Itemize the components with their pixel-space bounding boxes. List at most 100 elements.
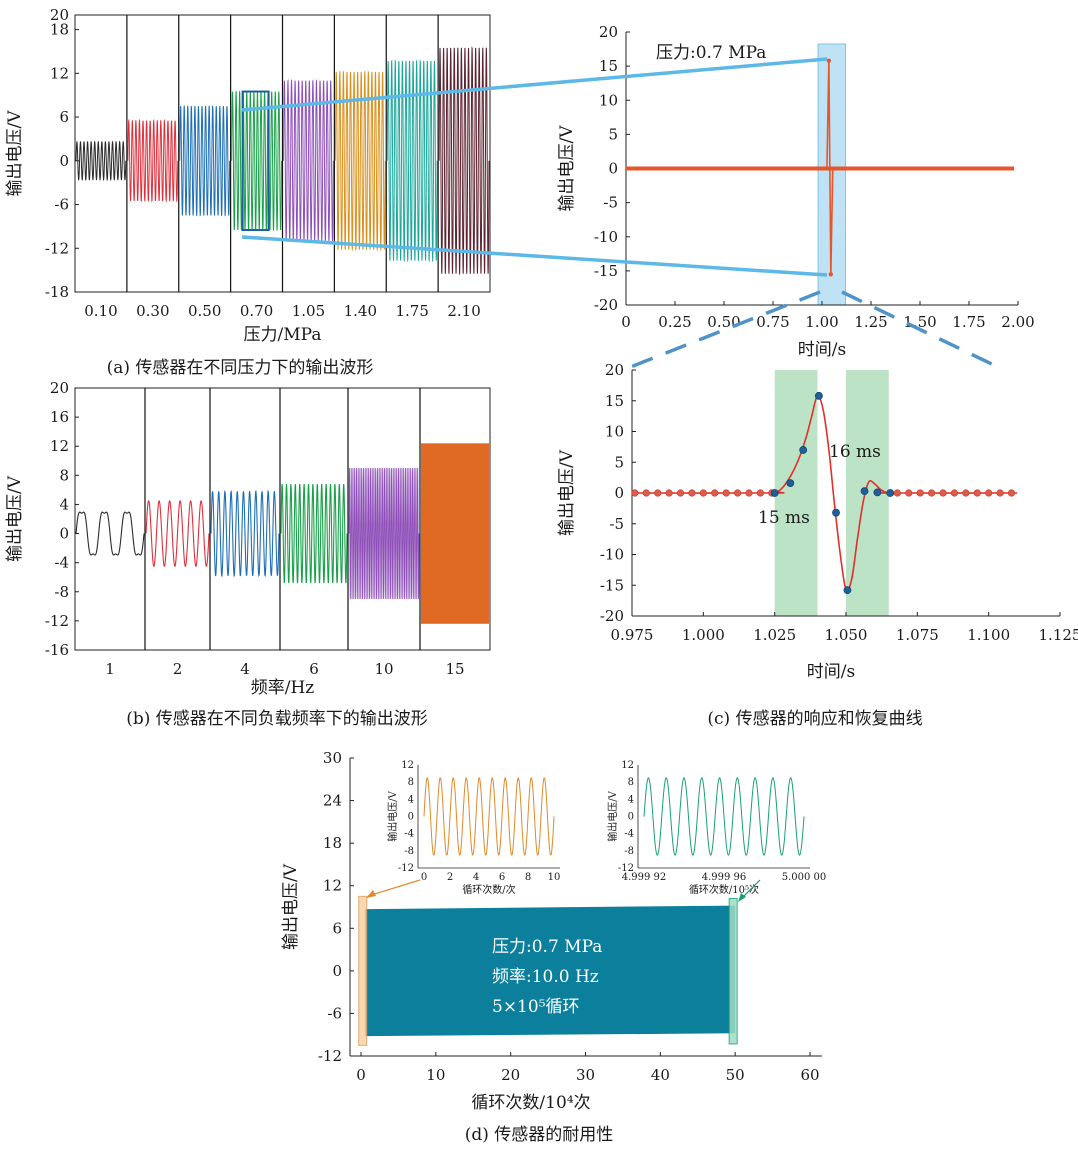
x-tick-label: 1.000 (682, 626, 725, 644)
x-tick-label: 1 (105, 660, 115, 678)
inset-x-tick-label: 5.000 00 (782, 872, 827, 883)
y-axis-label: 输出电压/V (557, 125, 577, 212)
x-tick-label: 1.050 (825, 626, 868, 644)
y-tick-label: 18 (50, 21, 69, 39)
baseline-point (665, 489, 673, 497)
x-tick-label: 2 (173, 660, 183, 678)
inset-x-tick-label: 6 (499, 872, 505, 883)
x-tick-label: 0 (356, 1066, 366, 1084)
y-axis-label: 输出电压/V (5, 110, 25, 197)
x-axis-label: 频率/Hz (251, 678, 315, 698)
test-condition-label: 5×10⁵循环 (492, 997, 580, 1017)
caption-b: (b) 传感器在不同负载频率下的输出波形 (126, 709, 428, 729)
x-tick-label: 0.50 (707, 313, 740, 331)
baseline-point (916, 489, 924, 497)
y-tick-label: -18 (45, 283, 69, 301)
inset-y-tick-label: -12 (618, 863, 634, 874)
baseline-point (631, 489, 639, 497)
baseline-point (962, 489, 970, 497)
baseline-point (733, 489, 742, 497)
y-axis-label: 输出电压/V (557, 449, 577, 536)
y-tick-label: -15 (594, 262, 618, 280)
x-tick-label: 1.40 (344, 302, 377, 320)
x-tick-label: 1.25 (854, 313, 887, 331)
inset-x-axis-label: 循环次数/10⁵次 (689, 883, 759, 896)
waveform-4 (210, 489, 280, 578)
y-tick-label: 16 (50, 408, 69, 426)
y-tick-label: 10 (599, 91, 618, 109)
baseline-point (973, 489, 981, 497)
waveform-0.10 (75, 140, 127, 182)
peak-point (826, 58, 832, 63)
x-tick-label: 20 (501, 1066, 520, 1084)
x-tick-label: 0 (621, 313, 631, 331)
test-condition-label: 频率:10.0 Hz (492, 967, 599, 987)
baseline-point (950, 489, 959, 497)
baseline-point (905, 489, 913, 497)
zoom-connectors (241, 57, 1001, 370)
waveform-0.70 (231, 90, 282, 232)
x-tick-label: 15 (445, 660, 464, 678)
waveform-15 (421, 443, 489, 624)
y-tick-label: 20 (599, 23, 618, 41)
baseline-point (996, 489, 1004, 497)
y-tick-label: -15 (600, 576, 624, 594)
waveform-10 (348, 468, 420, 600)
y-tick-label: -12 (318, 1047, 342, 1065)
key-point (886, 489, 895, 497)
y-tick-label: -16 (45, 641, 69, 659)
plot-frame (74, 387, 491, 651)
x-tick-label: 1.075 (896, 626, 939, 644)
baseline-point (1007, 489, 1016, 497)
y-tick-label: 0 (59, 525, 69, 543)
inset-y-axis-label: 输出电压/V (386, 790, 399, 841)
x-tick-label: 1.025 (753, 626, 796, 644)
x-tick-label: 2.10 (447, 302, 480, 320)
inset-waveform (643, 777, 805, 856)
y-tick-label: 0 (332, 962, 342, 980)
key-point (770, 489, 779, 497)
baseline-point (688, 489, 696, 497)
y-tick-label: 6 (59, 108, 69, 126)
response-time-label: 15 ms (758, 508, 810, 528)
y-tick-label: -6 (327, 1004, 342, 1022)
y-axis-label: 输出电压/V (281, 863, 301, 950)
panel-c-zoom-response: 20 15 10 5 0 -5 -10 -15 -200.975 1.000 1.025 1.050 1… (557, 361, 1078, 682)
waveform-1.05 (283, 79, 334, 243)
y-tick-label: -10 (594, 228, 618, 246)
inset-x-tick-label: 2 (447, 872, 453, 883)
waveform-2.10 (438, 46, 490, 276)
baseline-point (939, 489, 947, 497)
inset-pointer (367, 879, 421, 897)
waveform-2 (145, 500, 210, 567)
caption-c: (c) 传感器的响应和恢复曲线 (707, 709, 922, 729)
y-tick-label: -10 (600, 546, 624, 564)
x-tick-label: 0.50 (188, 302, 221, 320)
x-tick-label: 0.70 (240, 302, 273, 320)
x-tick-label: 2.00 (1001, 313, 1034, 331)
zoom-connector-lower (241, 235, 828, 277)
y-tick-label: 4 (59, 495, 69, 513)
inset-x-tick-label: 0 (421, 872, 427, 883)
x-tick-label: 0.25 (658, 313, 691, 331)
inset-waveform (423, 777, 555, 856)
trough-point (828, 272, 834, 277)
x-tick-label: 30 (576, 1066, 595, 1084)
highlight-window (817, 43, 847, 306)
test-condition-label: 压力:0.7 MPa (492, 937, 602, 957)
y-tick-label: 20 (50, 379, 69, 397)
inset-pointer-head (366, 890, 376, 898)
waveform-0.30 (127, 118, 179, 203)
pressure-annotation: 压力:0.7 MPa (656, 43, 766, 63)
x-tick-label: 1.125 (1039, 626, 1078, 644)
inset-x-tick-label: 4 (473, 872, 479, 883)
x-axis-label: 压力/MPa (244, 325, 322, 345)
key-point (799, 446, 808, 454)
inset-y-tick-label: 0 (628, 812, 634, 823)
inset-y-axis-label: 输出电压/V (606, 790, 619, 841)
baseline-point (927, 489, 936, 497)
key-point (860, 487, 869, 496)
x-tick-label: 0.75 (756, 313, 789, 331)
